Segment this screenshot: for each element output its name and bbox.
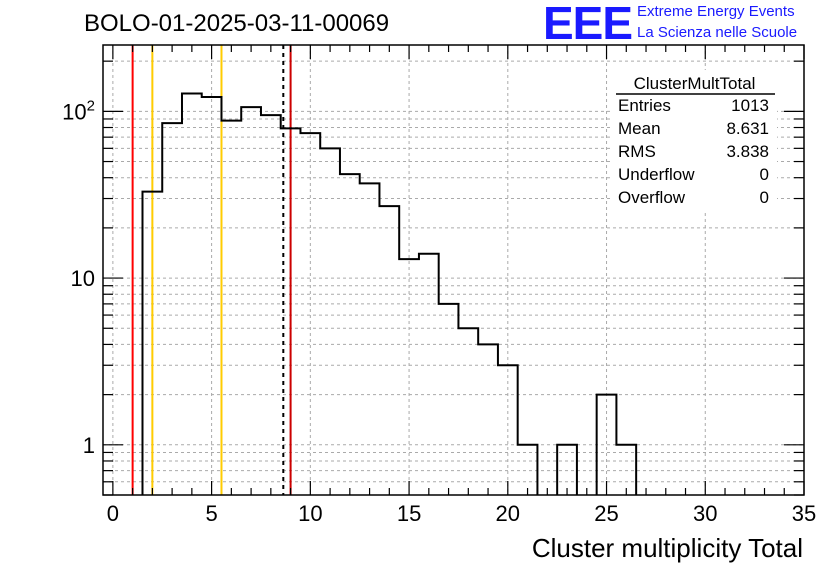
stats-row-value: 0 <box>760 188 769 207</box>
stats-row-value: 0 <box>760 165 769 184</box>
stats-row-value: 8.631 <box>726 119 769 138</box>
x-tick-label: 0 <box>107 501 119 526</box>
x-tick-label: 5 <box>205 501 217 526</box>
stats-row-label: RMS <box>618 142 656 161</box>
x-tick-label: 15 <box>397 501 421 526</box>
x-tick-label: 10 <box>298 501 322 526</box>
eee-logo: EEE <box>543 0 633 49</box>
histogram-bar-outline <box>595 393 638 495</box>
plot-frame <box>102 44 805 496</box>
x-tick-label: 20 <box>496 501 520 526</box>
y-tick-label: 1 <box>83 433 95 458</box>
stats-row-label: Mean <box>618 119 661 138</box>
stats-row-value: 1013 <box>731 96 769 115</box>
y-tick-label: 102 <box>62 97 95 124</box>
y-axis-ticks: 1 10 102 <box>62 60 804 496</box>
histogram-bar-outline <box>141 92 539 495</box>
plot-frame-border <box>102 44 805 496</box>
histogram-series <box>141 92 638 495</box>
x-tick-label: 30 <box>693 501 717 526</box>
x-tick-label: 35 <box>792 501 816 526</box>
x-axis-label: Cluster multiplicity Total <box>531 533 803 563</box>
stats-box: ClusterMultTotal Entries 1013 Mean 8.631 RMS 3… <box>612 70 777 210</box>
x-tick-label: 25 <box>594 501 618 526</box>
histogram-bar-outline <box>556 443 578 495</box>
chart-title: BOLO-01-2025-03-11-00069 <box>84 10 390 37</box>
stats-row-value: 3.838 <box>726 142 769 161</box>
logo-tagline-2: La Scienza nelle Scuole <box>637 24 798 41</box>
x-axis-ticks: 0 5 10 15 20 25 30 35 <box>107 45 816 526</box>
stats-row-label: Overflow <box>618 188 686 207</box>
y-tick-label: 10 <box>71 266 95 291</box>
stats-row-label: Underflow <box>618 165 695 184</box>
stats-row-label: Entries <box>618 96 671 115</box>
stats-box-title: ClusterMultTotal <box>634 74 756 93</box>
logo-tagline-1: Extreme Energy Events <box>637 3 795 20</box>
